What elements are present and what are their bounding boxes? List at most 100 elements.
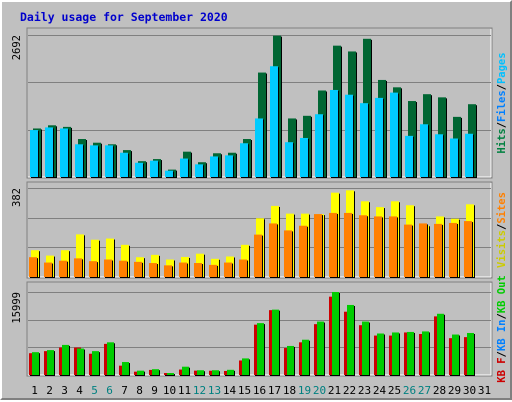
bar-fill	[74, 258, 82, 277]
bar-fill	[257, 323, 264, 375]
bar-kb-out	[392, 332, 400, 376]
bar-files	[240, 143, 249, 178]
bar-kb-out	[167, 373, 175, 376]
bar-fill	[344, 212, 352, 277]
bar-fill	[404, 224, 412, 277]
bar-kb-out	[317, 321, 325, 376]
legend: Hits/Files/Pages	[496, 52, 508, 153]
bar-files	[255, 118, 264, 178]
bar-fill	[272, 309, 279, 375]
bar-files	[360, 103, 369, 178]
bar-fill	[405, 135, 413, 177]
x-tick-label: 6	[106, 384, 113, 397]
legend-separator: /	[496, 224, 508, 230]
legend: Visits/Sites	[496, 192, 508, 268]
bar-sites	[134, 261, 143, 278]
bar-files	[270, 66, 279, 178]
x-tick-label: 29	[448, 384, 461, 397]
bar-fill	[194, 263, 202, 277]
bar-fill	[105, 145, 113, 177]
bar-files	[375, 97, 384, 178]
bar-fill	[434, 223, 442, 277]
bar-sites	[329, 212, 338, 278]
bar-shadow	[168, 374, 175, 376]
bar-fill	[302, 339, 309, 375]
bar-kb-out	[122, 362, 130, 376]
bar-fill	[75, 144, 83, 177]
bar-kb-out	[437, 313, 445, 376]
bar-kb-out	[212, 370, 220, 376]
bar-files	[45, 127, 54, 178]
bar-files	[285, 142, 294, 178]
bar-fill	[106, 238, 114, 277]
bar-kb-out	[272, 309, 280, 376]
bar-fill	[374, 216, 382, 277]
x-tick-label: 25	[388, 384, 401, 397]
bar-sites	[59, 260, 68, 278]
x-tick-label: 23	[358, 384, 371, 397]
bar-fill	[59, 260, 67, 277]
bar-files	[330, 89, 339, 178]
bar-fill	[225, 155, 233, 177]
bar-fill	[209, 264, 217, 277]
x-tick-label: 20	[313, 384, 326, 397]
bar-kb-out	[347, 304, 355, 376]
x-tick-label: 24	[373, 384, 387, 397]
bar-sites	[359, 215, 368, 278]
legend-entry: Files	[496, 90, 508, 122]
x-tick-label: 13	[208, 384, 221, 397]
bar-fill	[360, 103, 368, 177]
bar-sites	[209, 264, 218, 278]
bar-fill	[134, 261, 142, 277]
bar-fill	[452, 334, 459, 375]
bar-fill	[359, 215, 367, 277]
x-tick-label: 10	[163, 384, 176, 397]
bar-fill	[300, 137, 308, 177]
bar-fill	[180, 158, 188, 177]
chart-title: Daily usage for September 2020	[20, 10, 228, 24]
x-tick-label: 8	[136, 384, 143, 397]
bar-sites	[374, 216, 383, 278]
bar-sites	[344, 212, 353, 278]
bar-fill	[60, 128, 68, 177]
bar-fill	[47, 350, 54, 375]
bar-sites	[194, 263, 203, 278]
bar-files	[135, 162, 144, 178]
x-tick-label: 18	[283, 384, 296, 397]
bar-kb-out	[377, 333, 385, 376]
bar-fill	[120, 152, 128, 177]
x-tick-label: 30	[463, 384, 476, 397]
x-tick-label: 15	[238, 384, 251, 397]
bar-kb-out	[287, 345, 295, 376]
bar-fill	[422, 331, 429, 375]
bar-fill	[197, 370, 204, 375]
x-tick-label: 16	[253, 384, 266, 397]
bar-fill	[347, 304, 354, 375]
bar-files	[390, 92, 399, 178]
bar-sites	[419, 223, 428, 278]
x-tick-label: 5	[91, 384, 98, 397]
bar-fill	[119, 260, 127, 277]
bar-fill	[287, 345, 294, 375]
bar-fill	[227, 369, 234, 375]
bar-files	[405, 135, 414, 178]
x-tick-label: 2	[46, 384, 53, 397]
bar-fill	[182, 366, 189, 375]
bar-kb-out	[92, 351, 100, 376]
bar-fill	[92, 351, 99, 375]
bar-kb-out	[227, 369, 235, 376]
bar-fill	[377, 333, 384, 375]
bar-fill	[165, 170, 173, 177]
bar-fill	[375, 97, 383, 177]
bar-fill	[91, 239, 99, 277]
bar-fill	[104, 259, 112, 277]
bar-sites	[119, 260, 128, 278]
bar-fill	[212, 370, 219, 375]
bar-fill	[137, 370, 144, 375]
legend-entry: KB Out	[496, 275, 508, 313]
bar-fill	[390, 92, 398, 177]
x-tick-label: 17	[268, 384, 281, 397]
bar-files	[120, 152, 129, 178]
